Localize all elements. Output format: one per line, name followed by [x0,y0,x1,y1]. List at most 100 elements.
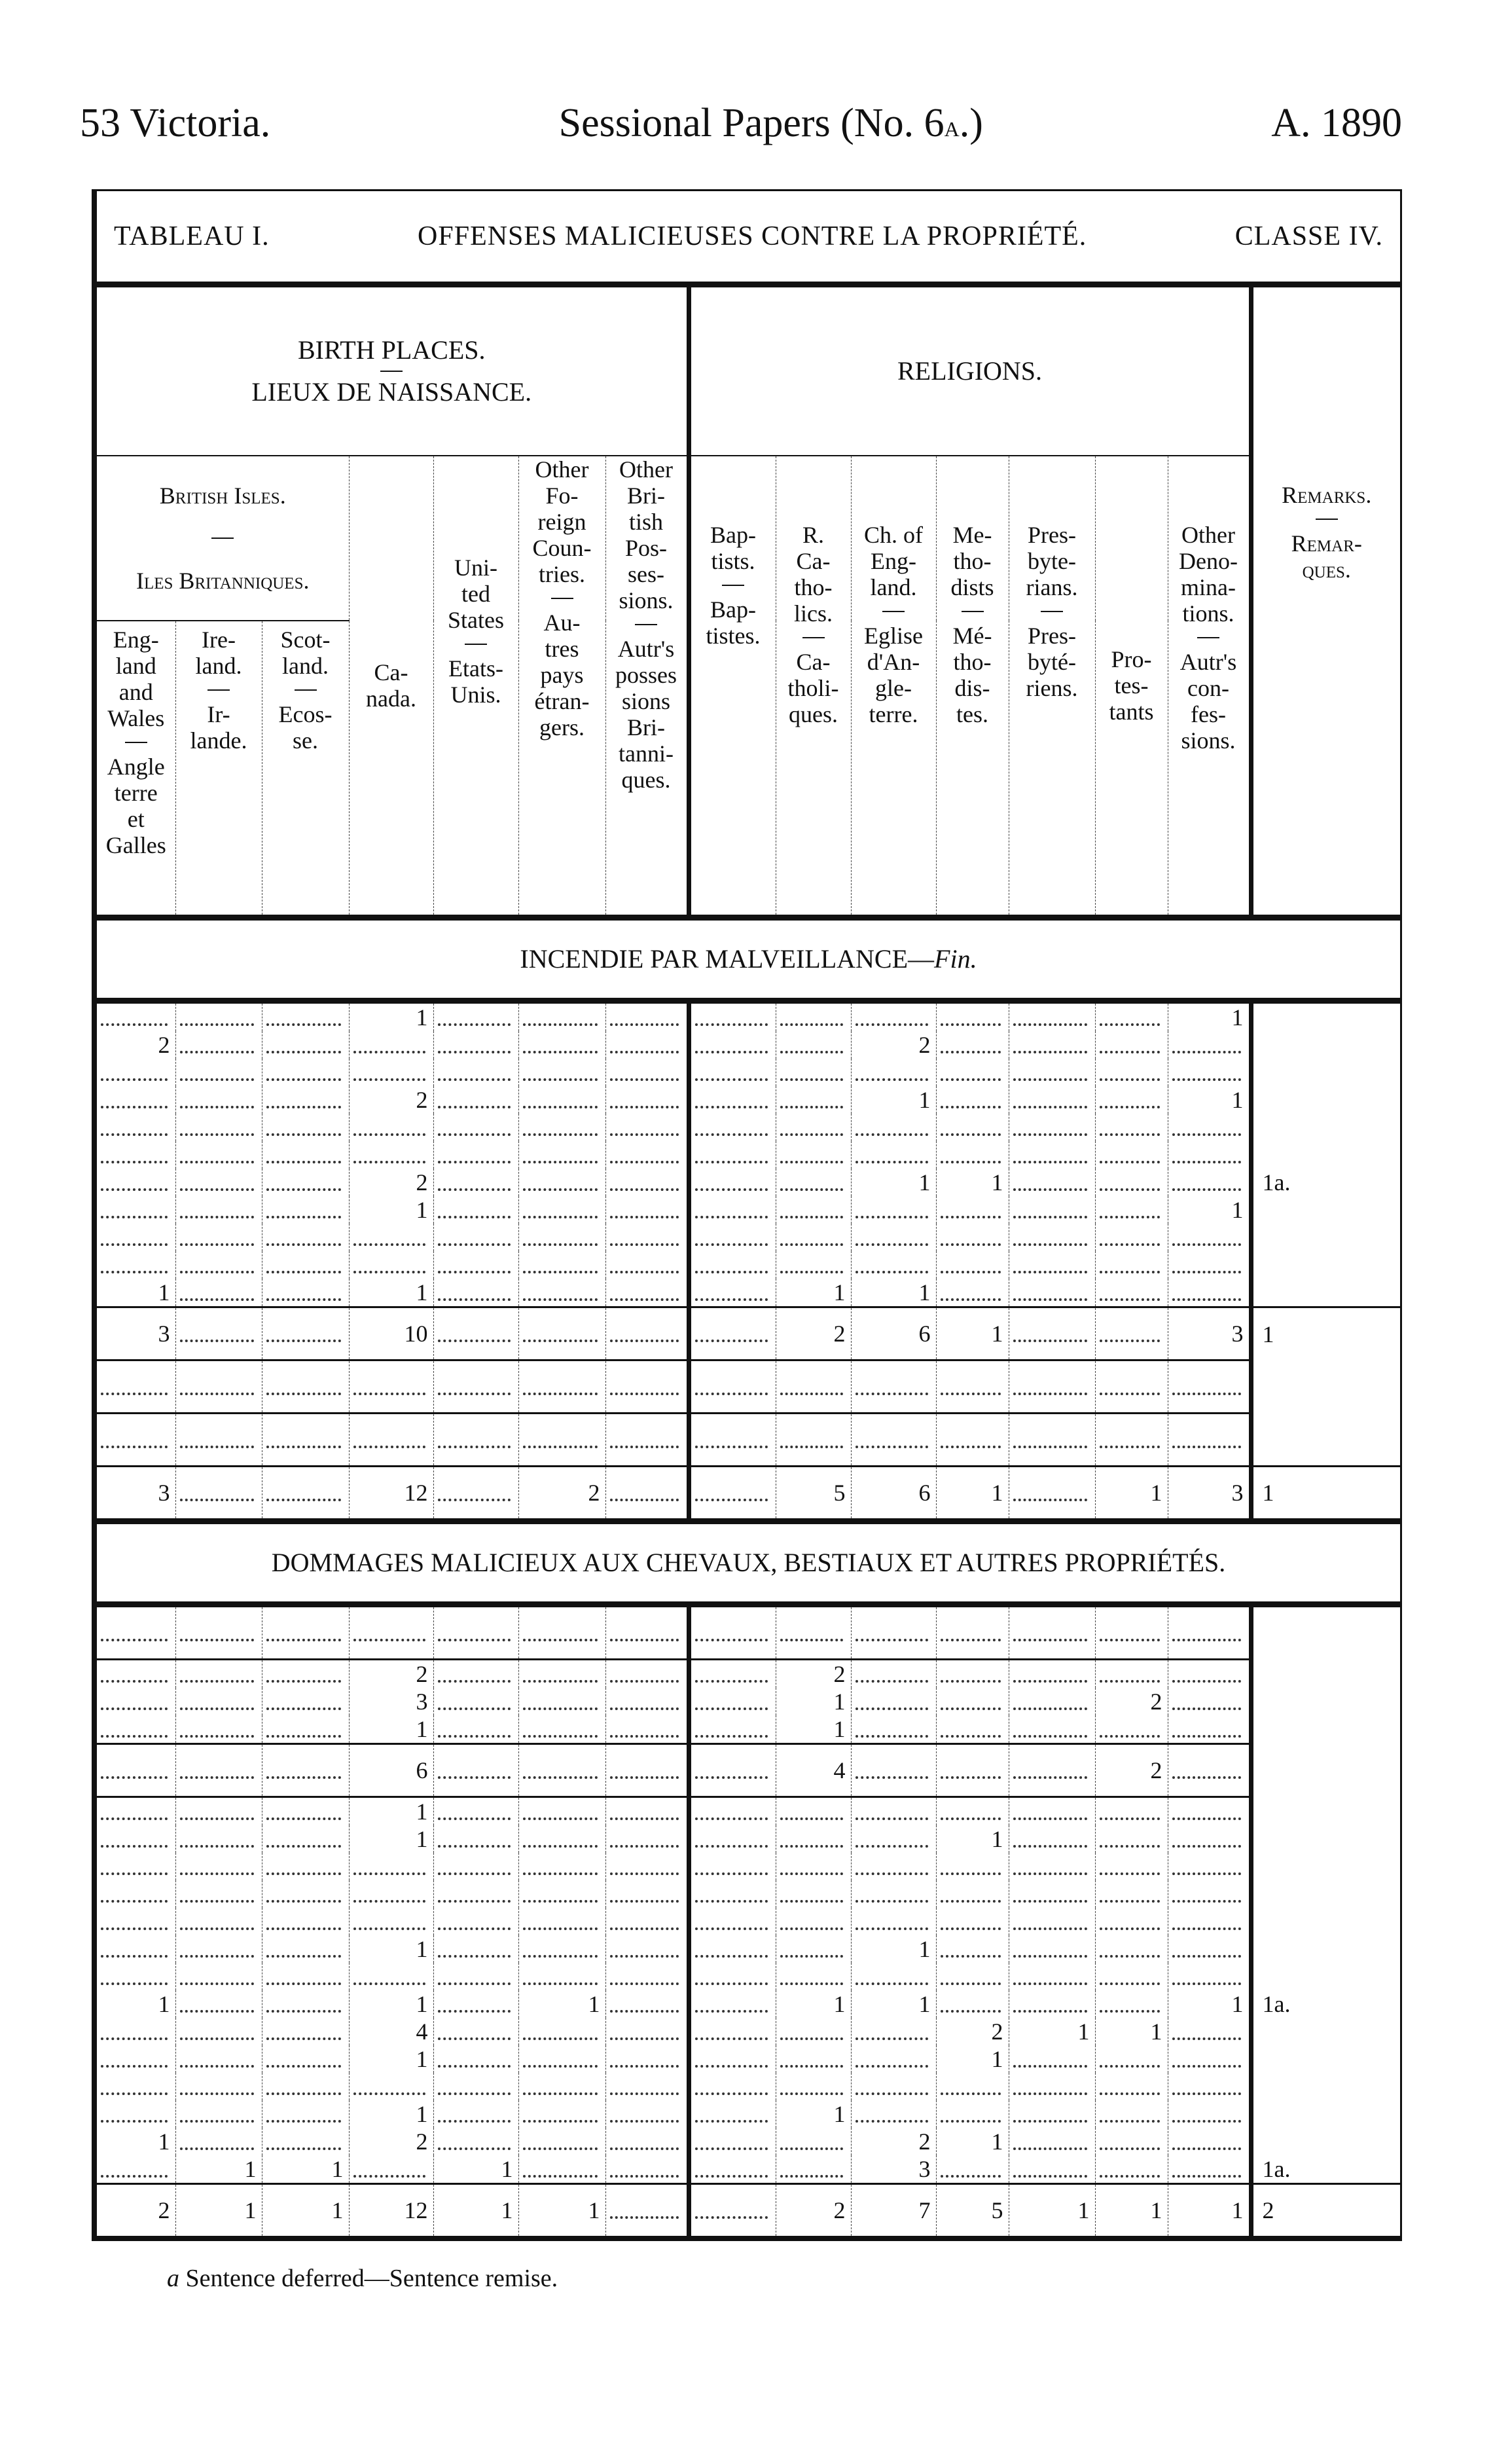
cell-canada: 3 [349,1688,434,1715]
cell-church-of-england [851,1908,937,1935]
column-label-fr: Au- tres pays étran- gers. [534,610,590,740]
cell-presbyterians [1009,1169,1096,1196]
dot-leader [855,1913,928,1930]
cell-church-of-england [851,1963,937,1990]
cell-roman-catholics [776,1908,852,1935]
cell-ireland [175,1688,262,1715]
dot-leader [437,2133,511,2150]
cell-scotland [262,1224,350,1251]
dot-leader [1172,1064,1241,1081]
section-heading-row: INCENDIE PAR MALVEILLANCE—Fin. [97,917,1400,1004]
cell-canada: 10 [349,1306,434,1360]
cell-scotland [262,2018,350,2045]
remarks-top-cell [1251,285,1400,456]
dot-leader [694,2161,768,2178]
cell-remarks [1251,1031,1400,1059]
cell-other-british [605,1251,691,1279]
cell-scotland [262,1658,350,1688]
dot-leader [522,1325,598,1342]
cell-value: 1 [158,1991,170,2017]
cell-presbyterians [1009,1059,1096,1086]
dot-leader [694,1721,768,1738]
cell-other-foreign [518,1715,606,1744]
cell-church-of-england: 1 [851,1279,937,1307]
dot-leader [1172,1858,1241,1875]
cell-remarks: 1 [1251,1465,1400,1522]
dot-leader [522,1913,598,1930]
cell-value: 6 [918,1321,931,1347]
dot-leader [780,2078,843,2095]
dot-leader [694,1284,768,1301]
cell-church-of-england [851,1224,937,1251]
dot-leader [437,2078,511,2095]
cell-protestants [1095,1306,1168,1360]
cell-protestants [1095,1796,1168,1825]
dot-leader [609,1009,679,1026]
dot-leader [694,1146,768,1163]
dot-leader [522,1941,598,1958]
cell-protestants [1095,1412,1168,1467]
dot-leader [437,1693,511,1710]
dot-leader [1013,1858,1087,1875]
cell-presbyterians [1009,1880,1096,1908]
cell-united-states [433,1196,519,1224]
cell-methodists [936,1743,1009,1797]
dot-leader [266,1256,341,1273]
dot-leader [522,1091,598,1108]
cell-value: 1 [416,1279,428,1305]
cell-church-of-england [851,1251,937,1279]
cell-value: 2 [588,1480,600,1506]
cell-remarks [1251,1279,1400,1307]
cell-remarks [1251,1908,1400,1935]
cell-other-british [605,1412,691,1467]
cell-england-wales [97,2045,176,2073]
dot-leader [522,1009,598,1026]
dot-leader [437,1325,511,1342]
cell-value: 1 [833,2101,846,2127]
dot-leader [522,1229,598,1246]
dot-leader [179,1431,254,1448]
dot-leader [266,1174,341,1191]
cell-protestants [1095,1059,1168,1086]
column-label-fr: Mé- tho- dis- tes. [952,623,992,727]
statistics-table: TABLEAU I. OFFENSES MALICIEUSES CONTRE L… [97,191,1400,2236]
column-header-scotland: Scot- land. Ecos- se. [262,621,350,921]
dot-leader [694,1831,768,1848]
cell-church-of-england [851,1796,937,1825]
cell-baptists [689,1279,776,1307]
cell-protestants [1095,1169,1168,1196]
column-label-en: Eng- land and Wales [107,627,165,731]
cell-value: 1 [588,2197,600,2223]
dot-leader [522,1064,598,1081]
cell-canada: 12 [349,2183,434,2236]
cell-other-denominations [1168,2155,1253,2184]
cell-value: 1 [918,1936,931,1962]
cell-presbyterians [1009,1990,1096,2018]
cell-presbyterians [1009,1465,1096,1522]
cell-methodists [936,1279,1009,1307]
cell-other-foreign [518,1743,606,1797]
cell-baptists [689,2128,776,2155]
dot-leader [609,1174,679,1191]
cell-ireland [175,1114,262,1141]
cell-methodists [936,1114,1009,1141]
dot-leader [780,1174,843,1191]
cell-methodists [936,1251,1009,1279]
dot-leader [437,1803,511,1820]
cell-remarks [1251,2073,1400,2100]
cell-protestants [1095,2128,1168,2155]
cell-protestants [1095,1908,1168,1935]
cell-value: 2 [416,1169,428,1196]
cell-england-wales: 1 [97,1279,176,1307]
cell-church-of-england [851,2073,937,2100]
dot-leader [1099,1119,1160,1136]
cell-methodists [936,1196,1009,1224]
dot-leader [437,1858,511,1875]
cell-remarks [1251,1059,1400,1086]
cell-value: 1 [918,1279,931,1305]
dot-leader [1013,1091,1087,1108]
cell-roman-catholics: 4 [776,1743,852,1797]
dot-leader [1099,1256,1160,1273]
cell-value: 1 [331,2156,344,2182]
cell-other-british [605,1880,691,1908]
